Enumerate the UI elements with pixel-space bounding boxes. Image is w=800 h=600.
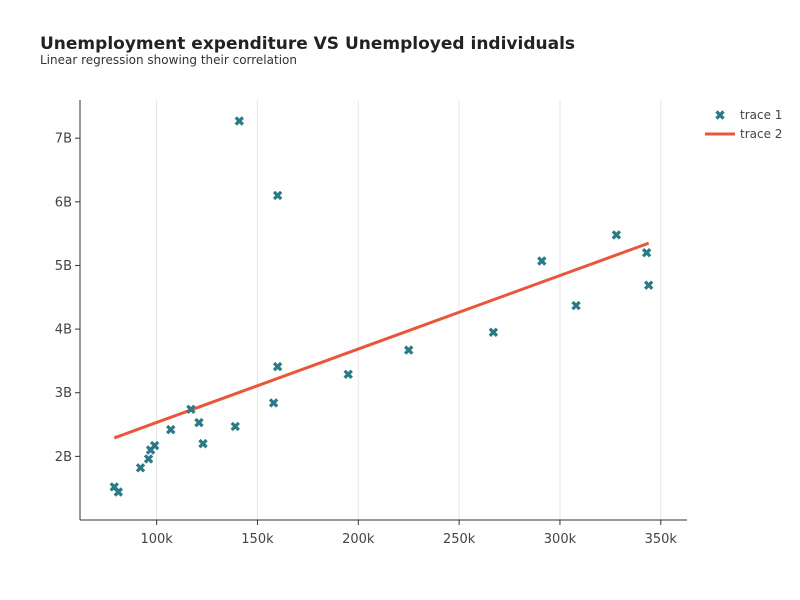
chart-title: Unemployment expenditure VS Unemployed i… — [40, 34, 576, 54]
data-point-x-marker — [643, 280, 654, 290]
data-point-x-marker — [268, 398, 279, 408]
chart-subtitle: Linear regression showing their correlat… — [40, 53, 297, 67]
data-point-x-marker — [143, 454, 154, 464]
x-tick-label: 300k — [544, 532, 577, 547]
y-tick-label: 3B — [55, 386, 72, 401]
data-point-x-marker — [166, 424, 176, 435]
data-point-x-marker — [272, 190, 283, 201]
regression-line — [113, 241, 650, 440]
data-point-x-marker — [343, 369, 353, 379]
data-point-x-marker — [186, 404, 196, 414]
legend-marker-icon — [715, 110, 725, 120]
x-tick-label: 150k — [241, 532, 274, 547]
y-tick-label: 7B — [55, 132, 72, 147]
data-point-x-marker — [488, 327, 499, 337]
data-point-x-marker — [149, 440, 160, 451]
data-point-x-marker — [272, 361, 283, 372]
legend-item-trace-2[interactable]: trace 2 — [705, 127, 782, 141]
legend-label: trace 2 — [740, 127, 782, 141]
data-point-x-marker — [198, 438, 208, 449]
axes: 100k 150k 200k 250k 300k 350k 2B 3B 4B 5B 6B 7B — [55, 100, 687, 547]
x-tick-label: 250k — [443, 532, 476, 547]
y-tick-label: 6B — [55, 195, 72, 210]
data-point-x-marker — [113, 487, 124, 497]
data-point-x-marker — [641, 248, 652, 258]
y-tick-label: 4B — [55, 323, 72, 338]
legend[interactable]: trace 1 trace 2 — [705, 108, 782, 141]
data-point-x-marker — [404, 345, 414, 355]
data-point-x-marker — [611, 230, 622, 240]
data-point-x-marker — [135, 463, 146, 473]
data-point-x-marker — [230, 421, 240, 432]
legend-item-trace-1[interactable]: trace 1 — [715, 108, 782, 122]
y-tick-label: 2B — [55, 450, 72, 465]
x-tick-label: 350k — [645, 532, 678, 547]
data-point-x-marker — [194, 417, 204, 428]
plot-area — [109, 116, 654, 497]
data-point-x-marker — [234, 116, 245, 126]
data-point-x-marker — [571, 300, 581, 311]
y-tick-label: 5B — [55, 259, 72, 274]
data-point-x-marker — [537, 256, 547, 266]
legend-label: trace 1 — [740, 108, 782, 122]
x-tick-label: 200k — [342, 532, 375, 547]
grid-lines — [156, 100, 662, 520]
x-tick-label: 100k — [140, 532, 173, 547]
